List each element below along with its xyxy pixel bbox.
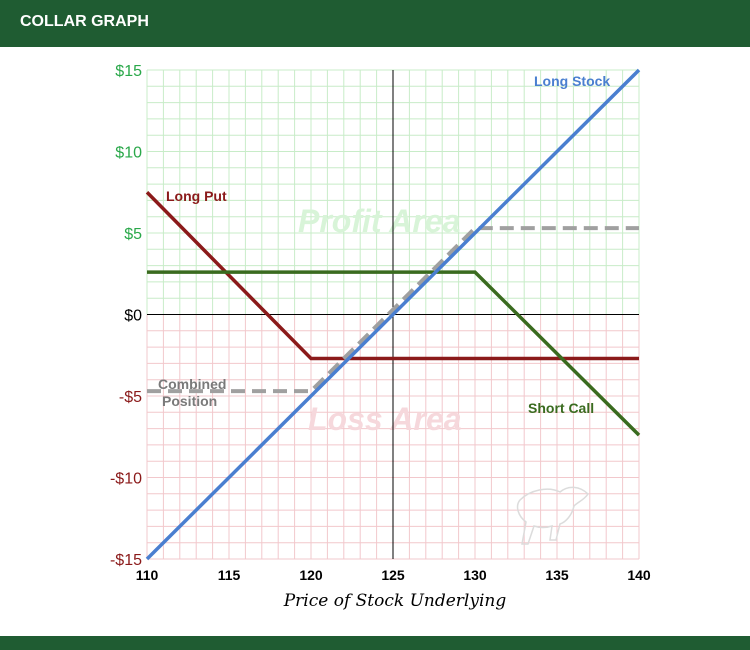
x-tick-label: 110 (136, 567, 159, 583)
long-stock-label: Long Stock (534, 73, 610, 89)
y-tick-label: $10 (115, 145, 142, 162)
collar-chart: Profit Area Loss Area $15 $10 $5 $0 -$5 -$10 -… (110, 63, 651, 611)
x-tick-label: 135 (545, 567, 569, 583)
footer-bar (0, 636, 750, 650)
y-tick-label: -$5 (119, 389, 142, 406)
x-tick-label: 130 (463, 567, 487, 583)
y-tick-label: $0 (124, 308, 142, 325)
long-stock-line (145, 68, 641, 561)
grid (146, 69, 640, 560)
loss-area-label: Loss Area (308, 401, 462, 437)
page-title: COLLAR GRAPH (20, 13, 149, 30)
profit-area-label: Profit Area (298, 203, 460, 239)
pig-logo-icon (516, 486, 589, 545)
y-tick-label: -$10 (110, 471, 142, 488)
y-tick-labels: $15 $10 $5 $0 -$5 -$10 -$15 (110, 63, 142, 569)
short-call-line (147, 270, 641, 437)
y-tick-label: $15 (115, 63, 142, 80)
x-tick-label: 120 (299, 567, 323, 583)
series-labels: Long Stock Long Put Short Call Combined … (158, 73, 610, 416)
header-bar: COLLAR GRAPH (0, 0, 750, 47)
y-tick-label: $5 (124, 226, 142, 243)
y-tick-label: -$15 (110, 552, 142, 569)
x-axis-title: Price of Stock Underlying (283, 591, 507, 611)
x-tick-labels: 110 115 120 125 130 135 140 (136, 567, 651, 583)
long-put-line (145, 191, 639, 361)
area-labels: Profit Area Loss Area (298, 203, 462, 437)
x-tick-label: 125 (381, 567, 405, 583)
long-put-label: Long Put (166, 188, 227, 204)
x-tick-label: 140 (627, 567, 651, 583)
combined-position-label: Combined Position (158, 376, 230, 409)
x-tick-label: 115 (218, 567, 241, 583)
combined-position-line (147, 226, 639, 394)
series (145, 68, 641, 561)
short-call-label: Short Call (528, 400, 594, 416)
